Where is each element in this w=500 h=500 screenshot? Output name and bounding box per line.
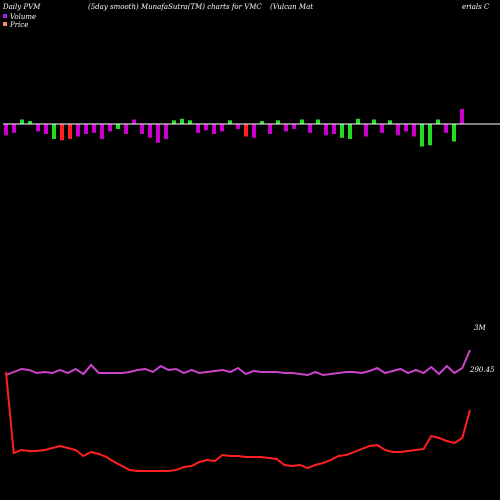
volume-bar [412, 124, 416, 137]
volume-annotation: 3M [474, 324, 486, 332]
legend-price-label: Price [9, 21, 28, 29]
volume-bar [404, 124, 408, 132]
volume-bars [4, 109, 464, 147]
volume-bar [28, 121, 32, 124]
volume-bar [316, 119, 320, 124]
legend-volume-swatch [3, 14, 7, 18]
volume-bar [372, 119, 376, 124]
volume-bar [156, 124, 160, 143]
volume-bar [60, 124, 64, 141]
volume-bar [92, 124, 96, 133]
volume-bar [228, 120, 232, 125]
volume-bar [300, 119, 304, 124]
volume-bar [324, 124, 328, 136]
volume-bar [20, 119, 24, 124]
volume-bar [188, 120, 192, 125]
volume-bar [428, 124, 432, 146]
volume-bar [108, 124, 112, 132]
volume-bar [204, 124, 208, 131]
volume-bar [164, 124, 168, 139]
volume-bar [52, 124, 56, 139]
volume-bar [76, 124, 80, 137]
volume-bar [388, 120, 392, 125]
volume-bar [4, 124, 8, 136]
volume-bar [116, 124, 120, 129]
volume-bar [252, 124, 256, 138]
volume-bar [420, 124, 424, 147]
volume-bar [260, 121, 264, 124]
volume-bar [340, 124, 344, 138]
price-line [5, 371, 471, 472]
legend-price-swatch [3, 22, 7, 26]
volume-bar [236, 124, 240, 129]
volume-bar [124, 124, 128, 134]
volume-bar [44, 124, 48, 134]
volume-bar [196, 124, 200, 133]
volume-bar [436, 119, 440, 124]
volume-bar [172, 120, 176, 125]
volume-bar [212, 124, 216, 134]
volume-bar [36, 124, 40, 132]
volume-bar [332, 124, 336, 134]
volume-bar [268, 124, 272, 134]
volume-bar [220, 124, 224, 132]
header-left: Daily PVM [2, 3, 41, 11]
volume-bar [292, 124, 296, 129]
volume-bar [284, 124, 288, 132]
volume-bar [452, 124, 456, 142]
volume-bar [100, 124, 104, 139]
volume-bar [460, 109, 464, 124]
volume-bar [180, 118, 184, 125]
volume-bar [444, 124, 448, 133]
volume-bar [396, 124, 400, 136]
volume-bar [348, 124, 352, 139]
volume-bar [276, 120, 280, 125]
price-annotation: 290.45 [469, 366, 495, 374]
volume-bar [356, 118, 360, 125]
volume-bar [364, 124, 368, 137]
volume-bar [68, 124, 72, 139]
volume-bar [244, 124, 248, 137]
header-right-a: (Vulcan Mat [270, 3, 313, 11]
volume-line [5, 349, 471, 377]
volume-bar [308, 124, 312, 133]
volume-bar [140, 124, 144, 134]
volume-bar [380, 124, 384, 133]
volume-bar [12, 124, 16, 133]
legend-volume-label: Volume [10, 13, 36, 21]
volume-bar [132, 119, 136, 124]
header-middle: (5day smooth) MunafaSutra(TM) charts for… [88, 3, 262, 11]
volume-bar [84, 124, 88, 134]
volume-bar [148, 124, 152, 138]
header-right-b: erials C [462, 3, 490, 11]
